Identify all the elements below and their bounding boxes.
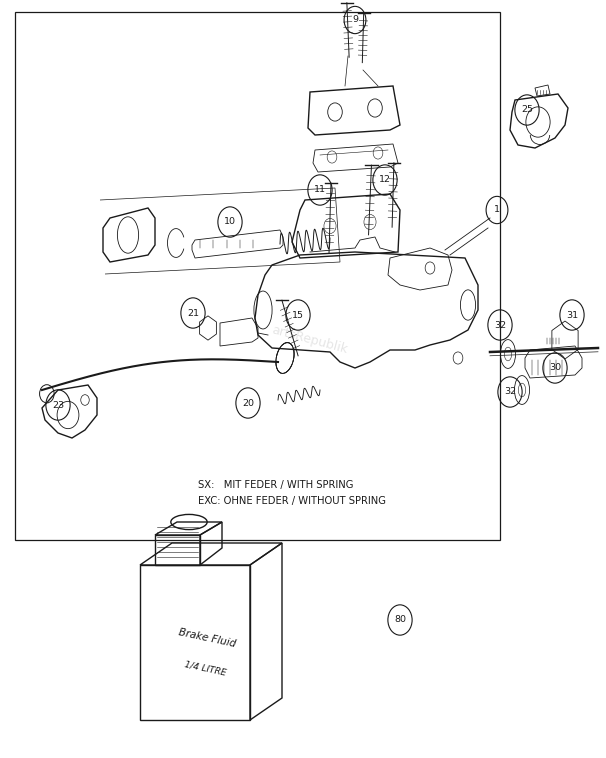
Text: 80: 80 [394,615,406,625]
Text: 1: 1 [494,205,500,215]
Text: 1/4 LITRE: 1/4 LITRE [184,659,227,677]
Text: 32: 32 [494,321,506,330]
Text: artsRepublik: artsRepublik [271,324,350,356]
Text: 31: 31 [566,311,578,320]
Text: 32: 32 [504,387,516,396]
Text: 9: 9 [352,15,358,24]
Text: 20: 20 [242,399,254,408]
Text: SX:   MIT FEDER / WITH SPRING
EXC: OHNE FEDER / WITHOUT SPRING: SX: MIT FEDER / WITH SPRING EXC: OHNE FE… [198,480,386,506]
Text: 25: 25 [521,105,533,114]
Text: 10: 10 [224,218,236,227]
Text: 15: 15 [292,311,304,320]
Text: Brake Fluid: Brake Fluid [178,627,237,649]
Bar [15,12,500,540]
Text: 12: 12 [379,176,391,184]
Text: 21: 21 [187,309,199,318]
Text: 23: 23 [52,400,64,409]
Text: 11: 11 [314,186,326,195]
Text: 30: 30 [549,364,561,372]
